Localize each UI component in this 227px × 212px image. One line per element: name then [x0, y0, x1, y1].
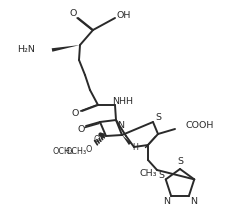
Text: H: H — [132, 142, 138, 152]
Text: COOH: COOH — [185, 120, 213, 130]
Text: N: N — [190, 197, 197, 206]
Text: S: S — [155, 113, 161, 123]
Text: OH: OH — [117, 11, 131, 20]
Text: OCH₃: OCH₃ — [53, 148, 74, 156]
Text: O: O — [94, 135, 100, 145]
Text: NHH: NHH — [113, 98, 133, 106]
Text: S: S — [158, 170, 164, 180]
Text: OCH₃: OCH₃ — [66, 148, 87, 156]
Text: O: O — [69, 8, 77, 18]
Text: O: O — [77, 126, 85, 134]
Text: O: O — [71, 110, 79, 119]
Text: CH₃: CH₃ — [139, 169, 157, 178]
Polygon shape — [52, 45, 80, 52]
Text: N: N — [118, 120, 124, 130]
Text: N: N — [163, 197, 170, 206]
Text: S: S — [177, 158, 183, 166]
Polygon shape — [122, 135, 131, 145]
Text: O: O — [86, 145, 92, 155]
Text: H₂N: H₂N — [17, 46, 35, 54]
